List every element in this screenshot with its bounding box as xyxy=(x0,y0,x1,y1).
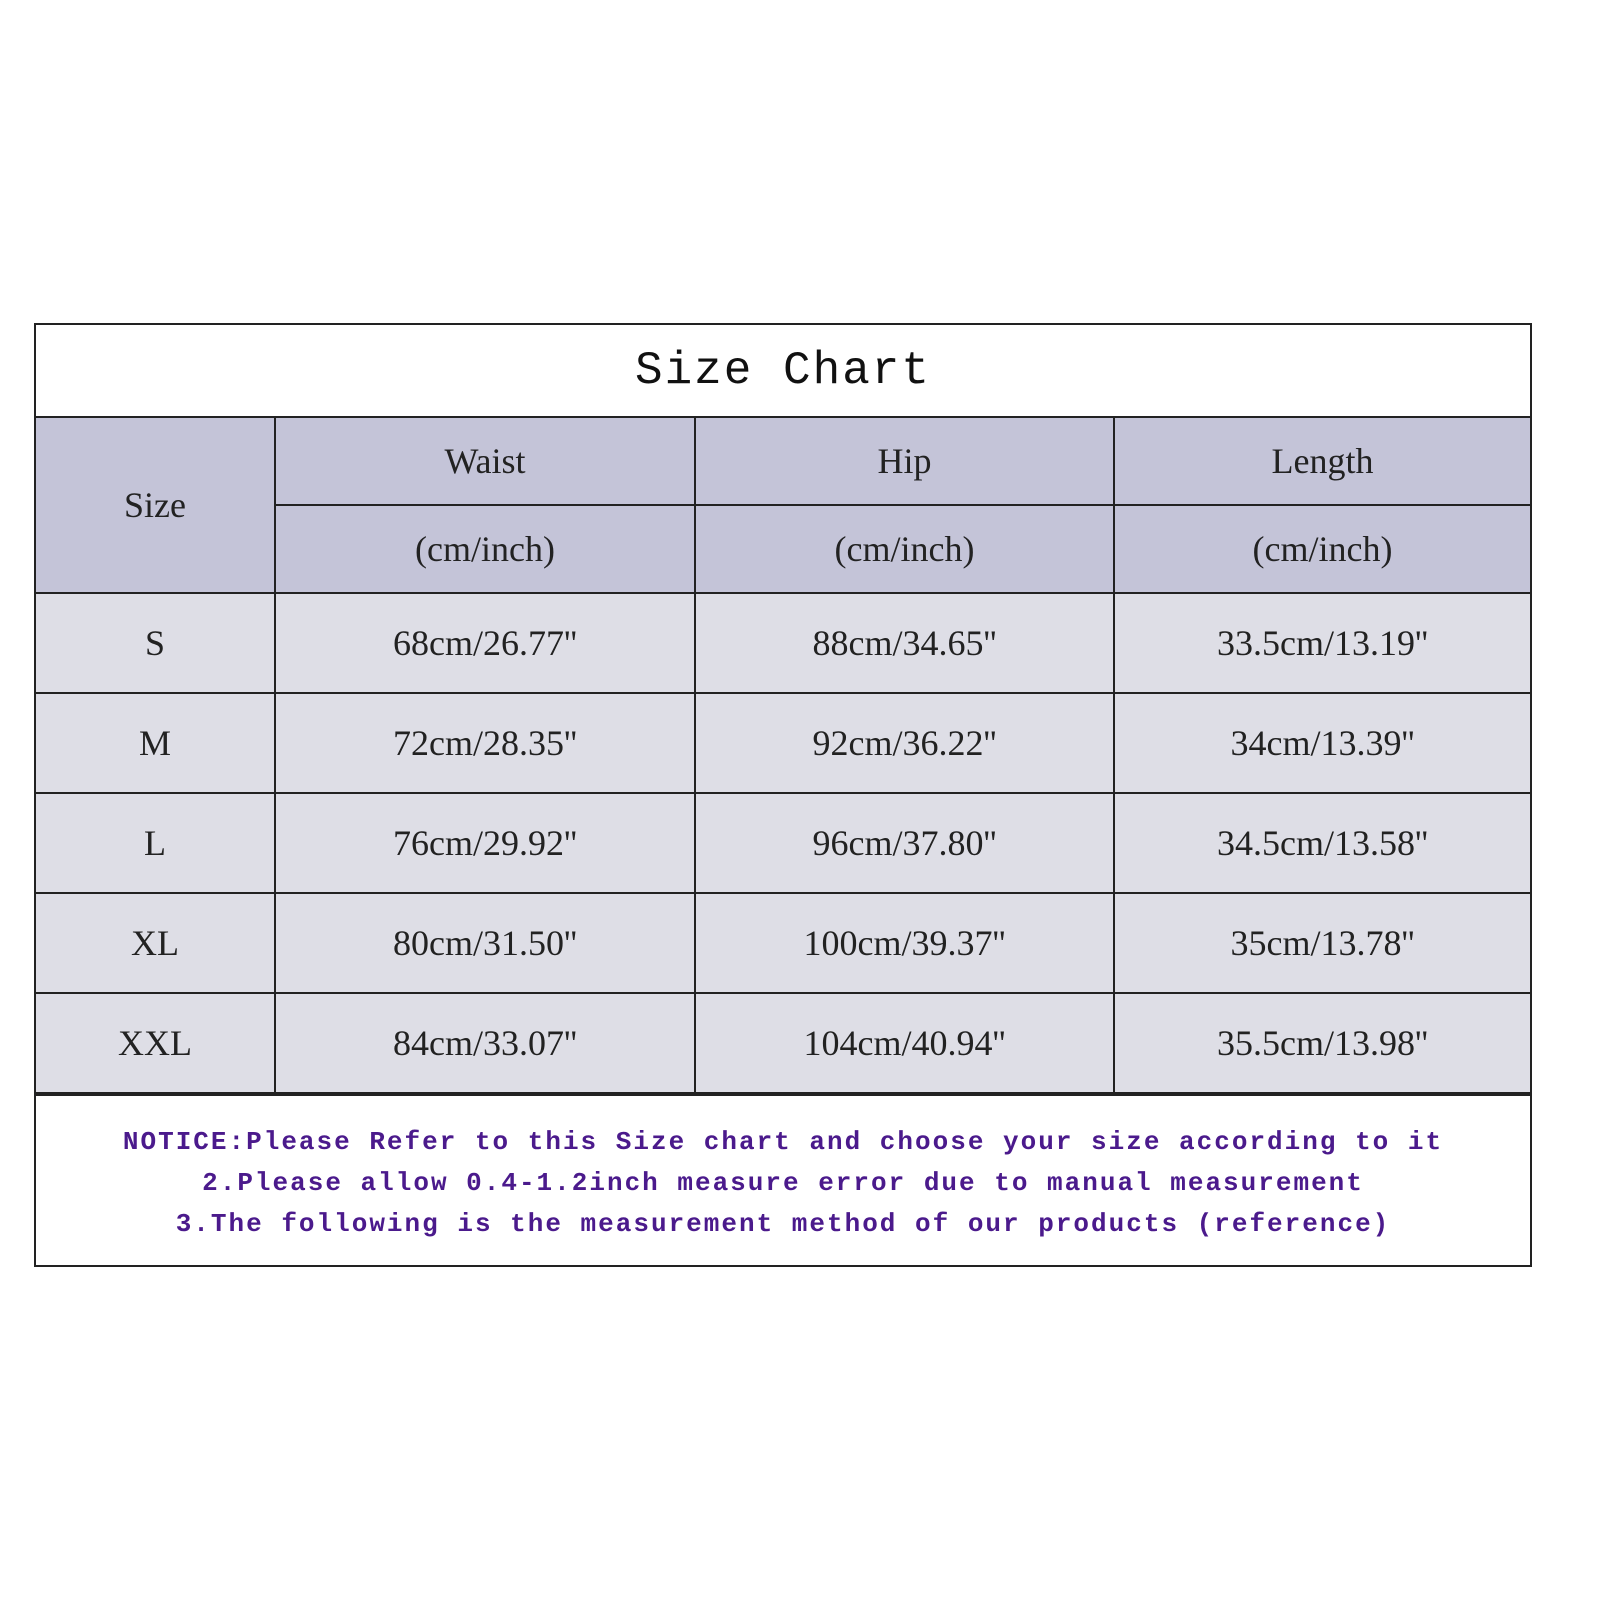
cell-size: M xyxy=(36,692,276,794)
table-row: M 72cm/28.35'' 92cm/36.22'' 34cm/13.39'' xyxy=(36,692,1530,794)
table-row: L 76cm/29.92'' 96cm/37.80'' 34.5cm/13.58'' xyxy=(36,792,1530,894)
notice: NOTICE:Please Refer to this Size chart a… xyxy=(36,1094,1530,1265)
table-row: S 68cm/26.77'' 88cm/34.65'' 33.5cm/13.19'' xyxy=(36,593,1530,694)
unit-row: (cm/inch) (cm/inch) (cm/inch) xyxy=(36,504,1530,594)
unit-hip: (cm/inch) xyxy=(694,504,1115,594)
size-chart: Size Chart Size Waist Hip Length (cm/inc… xyxy=(34,323,1532,1267)
table-row: XL 80cm/31.50'' 100cm/39.37'' 35cm/13.78'' xyxy=(36,892,1530,994)
header-row: Size Waist Hip Length xyxy=(36,418,1530,594)
unit-length: (cm/inch) xyxy=(1113,504,1530,594)
header-size: Size xyxy=(36,418,276,594)
cell-length: 34.5cm/13.58'' xyxy=(1113,792,1530,894)
cell-hip: 88cm/34.65'' xyxy=(694,593,1115,694)
size-table: Size Waist Hip Length (cm/inch) (cm/inch… xyxy=(36,418,1530,1094)
chart-title: Size Chart xyxy=(36,325,1530,418)
cell-hip: 104cm/40.94'' xyxy=(694,992,1115,1094)
cell-length: 34cm/13.39'' xyxy=(1113,692,1530,794)
cell-waist: 80cm/31.50'' xyxy=(274,892,696,994)
cell-size: XXL xyxy=(36,992,276,1094)
cell-length: 35cm/13.78'' xyxy=(1113,892,1530,994)
header-length: Length xyxy=(1113,418,1530,506)
cell-waist: 72cm/28.35'' xyxy=(274,692,696,794)
header-hip: Hip xyxy=(694,418,1115,506)
unit-waist: (cm/inch) xyxy=(275,504,696,594)
notice-line: NOTICE:Please Refer to this Size chart a… xyxy=(122,1127,1444,1157)
cell-waist: 84cm/33.07'' xyxy=(274,992,696,1094)
cell-hip: 100cm/39.37'' xyxy=(694,892,1115,994)
cell-length: 35.5cm/13.98'' xyxy=(1113,992,1530,1094)
notice-line: 2.Please allow 0.4-1.2inch measure error… xyxy=(202,1168,1364,1198)
header-waist: Waist xyxy=(274,418,696,506)
cell-length: 33.5cm/13.19'' xyxy=(1113,593,1530,694)
cell-size: XL xyxy=(36,892,276,994)
notice-line: 3.The following is the measurement metho… xyxy=(175,1209,1391,1239)
cell-waist: 68cm/26.77'' xyxy=(274,593,696,694)
cell-size: L xyxy=(36,792,276,894)
cell-hip: 92cm/36.22'' xyxy=(694,692,1115,794)
cell-hip: 96cm/37.80'' xyxy=(694,792,1115,894)
table-row: XXL 84cm/33.07'' 104cm/40.94'' 35.5cm/13.98… xyxy=(36,992,1530,1094)
cell-waist: 76cm/29.92'' xyxy=(274,792,696,894)
cell-size: S xyxy=(36,593,276,694)
